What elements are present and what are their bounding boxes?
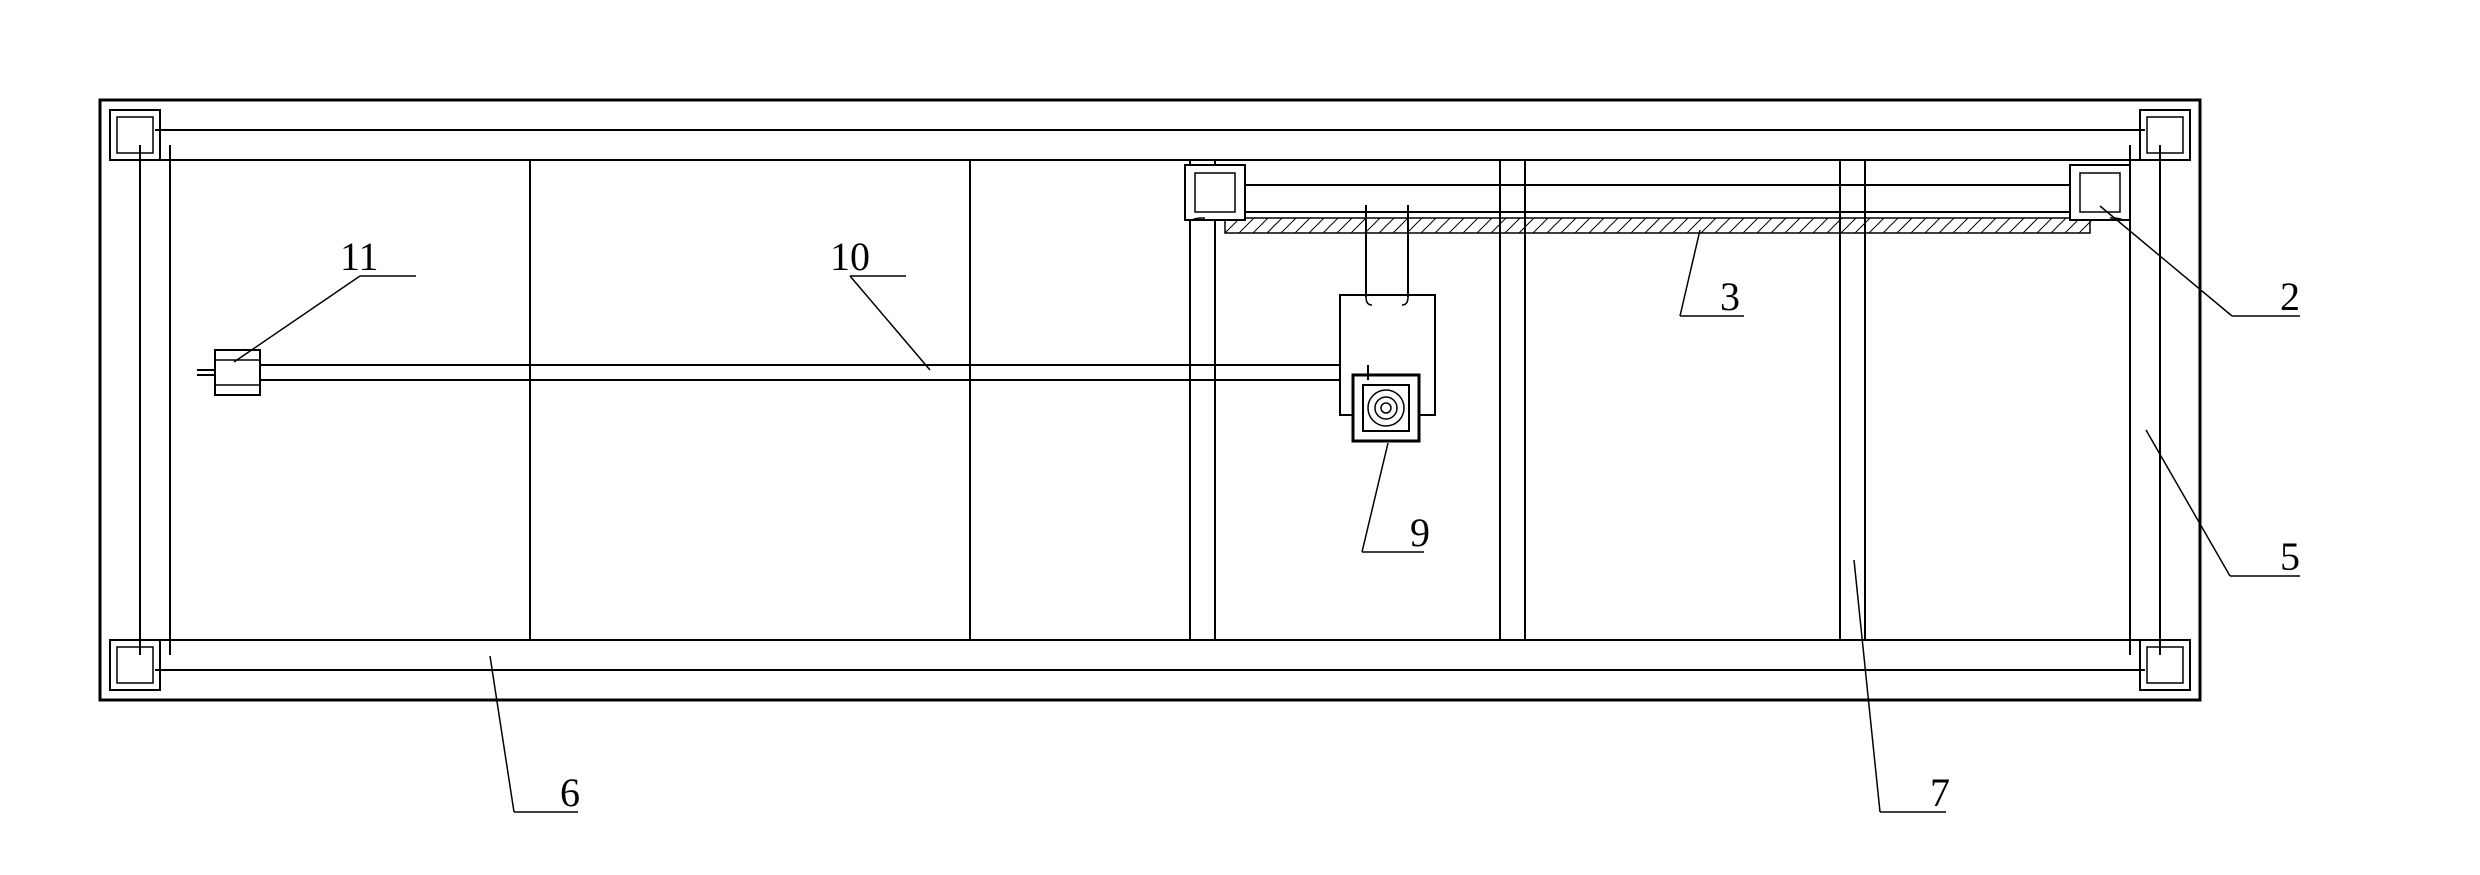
callout-label-5: 5: [2280, 534, 2300, 579]
callout-label-3: 3: [1720, 274, 1740, 319]
callout-label-7: 7: [1930, 770, 1950, 815]
callout-label-9: 9: [1410, 510, 1430, 555]
callout-label-6: 6: [560, 770, 580, 815]
callout-label-10: 10: [830, 234, 870, 279]
callout-label-2: 2: [2280, 274, 2300, 319]
callout-label-11: 11: [340, 234, 379, 279]
